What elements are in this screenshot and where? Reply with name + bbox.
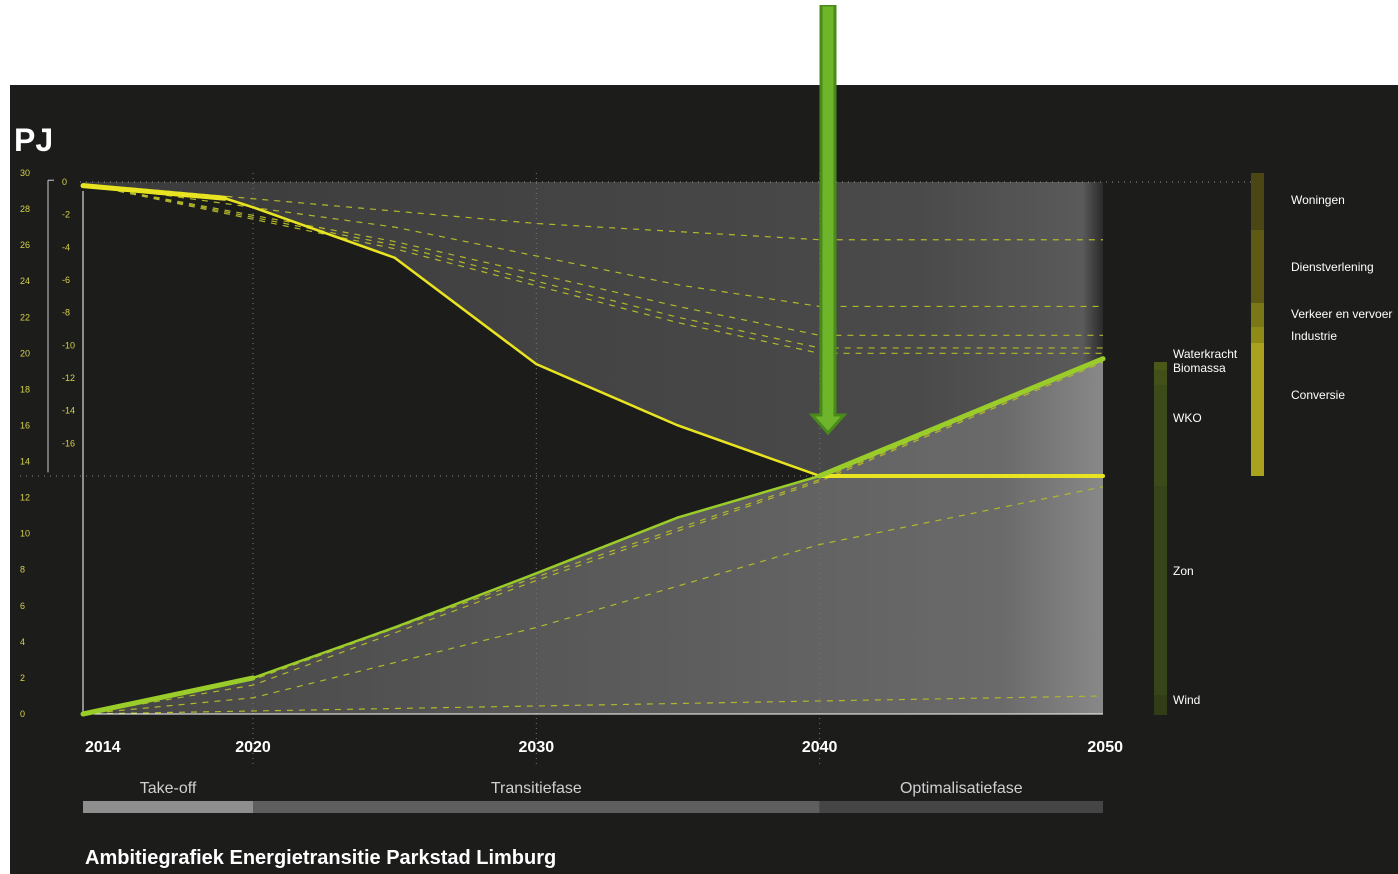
savings-category-bar: [1251, 303, 1264, 327]
decomposition-dashed-line: [82, 183, 1103, 308]
decomposition-dashed-line: [82, 361, 1104, 715]
renewables-area: [83, 358, 1103, 714]
savings-tick-label: -8: [62, 308, 70, 318]
x-tick-label: 2020: [235, 739, 271, 756]
phase-bar: [253, 801, 820, 813]
chart-panel: 30 28 26 24 22 20 18 16 14 12 10 8 6 4 2 0 0 -2 -4 -6 -8 -10-…: [10, 5, 1398, 874]
renewables-point: [535, 572, 538, 575]
savings-category-label: Woningen: [1291, 193, 1345, 207]
savings-tick-label: -14: [62, 406, 75, 416]
savings-tick-label: -10: [62, 340, 75, 350]
x-tick-label: 2040: [802, 739, 838, 756]
y-tick-label: 8: [20, 565, 25, 575]
phase-bar: [819, 801, 1103, 813]
savings-category-label: Verkeer en vervoer: [1291, 307, 1392, 321]
y-tick-label: 26: [20, 240, 30, 250]
decomposition-dashed-line: [82, 486, 1104, 715]
renewables-category-bar: [1154, 370, 1167, 385]
x-tick-label: 2014: [85, 739, 121, 756]
decomposition-dashed-line: [82, 695, 1104, 715]
demand-point: [223, 197, 226, 200]
y-tick-label: 20: [20, 348, 30, 358]
y-axis-unit-label: PJ: [14, 122, 53, 158]
demand-line-thick-start: [80, 183, 228, 201]
y-tick-label: 22: [20, 312, 30, 322]
y-tick-label: 6: [20, 601, 25, 611]
renewables-category-label: Zon: [1173, 564, 1194, 578]
demand-line: [81, 184, 1105, 478]
y-tick-label: 14: [20, 457, 30, 467]
phase-label: Transitiefase: [491, 780, 582, 797]
renewables-point: [393, 626, 396, 629]
y-tick-label: 2: [20, 673, 25, 683]
renewables-category-bar: [1154, 695, 1167, 715]
savings-category-label: Conversie: [1291, 388, 1345, 402]
savings-category-bar: [1251, 327, 1264, 343]
y-tick-label: 28: [20, 204, 30, 214]
renewables-point: [818, 474, 821, 478]
highlight-arrow: [808, 5, 848, 435]
y-tick-label: 30: [20, 168, 30, 178]
savings-tick-label: -16: [62, 438, 75, 448]
y-tick-label: 16: [20, 420, 30, 430]
renewables-category-label: Biomassa: [1173, 361, 1226, 375]
savings-tick-label: 0: [62, 177, 67, 187]
ambition-chart: 3028262422201816141210864200-2-4-6-8-10-…: [14, 122, 1392, 869]
decomposition-dashed-line: [82, 359, 1104, 715]
renewables-category-bar: [1154, 486, 1167, 695]
y-tick-label: 10: [20, 529, 30, 539]
renewables-category-label: Wind: [1173, 693, 1200, 707]
arrow-down-icon: [808, 5, 848, 435]
demand-point: [393, 256, 396, 259]
decomposition-dashed-line: [82, 183, 1103, 241]
savings-tick-label: -6: [62, 275, 70, 285]
renewables-point: [251, 676, 255, 680]
renewables-point: [1101, 357, 1105, 360]
phase-label: Take-off: [140, 780, 197, 797]
demand-point: [1101, 474, 1105, 478]
savings-area: [83, 182, 1103, 476]
y-tick-label: 18: [20, 384, 30, 394]
demand-point: [81, 184, 85, 187]
renewables-line-thick-end: [817, 356, 1106, 479]
renewables-line-thick-start: [80, 675, 256, 717]
x-tick-label: 2050: [1087, 739, 1123, 756]
y-tick-label: 24: [20, 276, 30, 286]
y-tick-label: 4: [20, 637, 25, 647]
renewables-category-label: Waterkracht: [1173, 347, 1238, 361]
phase-bar: [83, 801, 253, 813]
renewables-category-label: WKO: [1173, 411, 1202, 425]
renewables-category-bar: [1154, 385, 1167, 486]
savings-tick-label: -2: [62, 210, 70, 220]
x-tick-label: 2030: [519, 739, 555, 756]
savings-tick-label: -12: [62, 373, 75, 383]
renewables-point: [676, 516, 680, 519]
chart-title: Ambitiegrafiek Energietransitie Parkstad…: [85, 847, 556, 869]
savings-category-bar: [1251, 230, 1264, 303]
demand-point: [251, 206, 255, 209]
renewables-point: [81, 712, 85, 716]
savings-category-label: Industrie: [1291, 329, 1337, 343]
savings-category-label: Dienstverlening: [1291, 260, 1374, 274]
savings-category-bar: [1251, 343, 1264, 476]
demand-point: [676, 424, 680, 427]
y-tick-label: 0: [20, 709, 25, 719]
phase-label: Optimalisatiefase: [900, 780, 1023, 797]
savings-category-bar: [1251, 173, 1264, 230]
savings-tick-label: -4: [62, 242, 70, 252]
demand-point: [535, 362, 538, 366]
y-tick-label: 12: [20, 493, 30, 503]
renewables-category-bar: [1154, 362, 1167, 370]
